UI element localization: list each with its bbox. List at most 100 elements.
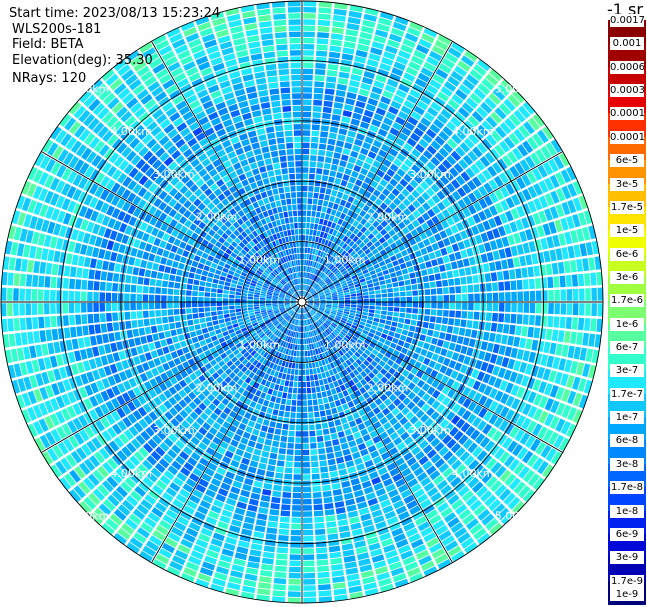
range-gate-cell xyxy=(76,362,85,374)
range-gate-cell xyxy=(272,297,278,300)
range-gate-cell xyxy=(145,370,154,380)
range-gate-cell xyxy=(311,267,315,274)
range-gate-cell xyxy=(369,124,379,133)
range-gate-cell xyxy=(314,284,319,289)
range-gate-cell xyxy=(297,388,302,394)
range-gate-cell xyxy=(403,274,410,280)
range-gate-cell xyxy=(371,393,379,401)
range-gate-cell xyxy=(53,368,62,381)
range-gate-cell xyxy=(259,321,265,326)
range-gate-cell xyxy=(451,41,465,54)
range-gate-cell xyxy=(345,343,352,350)
range-gate-cell xyxy=(127,192,137,203)
range-gate-cell xyxy=(341,543,354,551)
range-gate-cell xyxy=(149,535,163,547)
range-gate-cell xyxy=(331,570,344,577)
range-gate-cell xyxy=(364,375,372,383)
range-gate-cell xyxy=(550,451,563,465)
range-gate-cell xyxy=(296,319,299,326)
range-gate-cell xyxy=(289,356,294,362)
range-gate-cell xyxy=(236,311,242,316)
range-gate-cell xyxy=(412,296,419,302)
range-gate-cell xyxy=(267,375,273,382)
range-gate-cell xyxy=(259,371,266,378)
range-gate-cell xyxy=(369,328,376,334)
range-gate-cell xyxy=(469,523,483,535)
range-gate-cell xyxy=(392,21,407,32)
range-gate-cell xyxy=(579,347,588,361)
range-gate-cell xyxy=(407,223,415,232)
range-gate-cell xyxy=(378,493,389,503)
range-gate-cell xyxy=(235,308,242,313)
range-gate-cell xyxy=(492,228,501,239)
range-gate-cell xyxy=(268,515,279,522)
range-gate-cell xyxy=(328,316,334,320)
range-gate-cell xyxy=(181,420,191,430)
range-gate-cell xyxy=(542,161,554,175)
range-gate-cell xyxy=(178,334,185,342)
range-gate-cell xyxy=(302,93,312,99)
range-gate-cell xyxy=(326,144,335,152)
range-gate-cell xyxy=(293,338,297,344)
range-gate-cell xyxy=(555,387,565,400)
range-gate-cell xyxy=(510,245,518,257)
range-gate-cell xyxy=(536,225,545,238)
range-gate-cell xyxy=(303,566,315,573)
range-gate-cell xyxy=(0,287,7,301)
range-gate-cell xyxy=(260,392,267,399)
range-gate-cell xyxy=(111,292,118,302)
range-gate-cell xyxy=(272,389,278,397)
range-gate-cell xyxy=(473,504,487,517)
range-gate-cell xyxy=(401,268,409,275)
range-gate-cell xyxy=(159,212,168,222)
range-gate-cell xyxy=(275,322,281,328)
range-gate-cell xyxy=(347,319,353,324)
range-gate-cell xyxy=(398,317,405,324)
range-gate-cell xyxy=(293,319,297,325)
range-gate-cell xyxy=(159,382,168,392)
range-gate-cell xyxy=(418,296,425,302)
range-gate-cell xyxy=(376,184,385,192)
range-gate-cell xyxy=(505,292,511,302)
range-gate-cell xyxy=(219,515,231,524)
range-gate-cell xyxy=(567,199,577,214)
range-gate-cell xyxy=(423,282,430,289)
range-gate-cell xyxy=(320,265,325,271)
range-gate-cell xyxy=(446,411,456,421)
range-gate-cell xyxy=(585,348,594,362)
range-gate-cell xyxy=(182,235,190,243)
range-gate-cell xyxy=(393,207,402,215)
range-gate-cell xyxy=(341,53,354,61)
range-gate-cell xyxy=(467,216,476,227)
range-gate-cell xyxy=(106,240,115,251)
range-gate-cell xyxy=(38,316,45,329)
range-gate-cell xyxy=(303,50,314,56)
range-gate-cell xyxy=(80,244,88,255)
range-gate-cell xyxy=(306,375,310,382)
range-gate-cell xyxy=(39,330,47,343)
range-gate-cell xyxy=(550,400,560,414)
range-gate-cell xyxy=(106,282,112,292)
range-gate-cell xyxy=(241,308,248,312)
range-gate-cell xyxy=(158,404,168,414)
range-gate-cell xyxy=(376,271,384,277)
range-gate-cell xyxy=(147,235,156,244)
range-gate-cell xyxy=(339,384,346,392)
range-gate-cell xyxy=(417,216,425,225)
range-gate-cell xyxy=(273,577,287,585)
range-gate-cell xyxy=(303,278,305,284)
range-gate-cell xyxy=(422,212,431,221)
range-gate-cell xyxy=(313,336,317,343)
range-gate-cell xyxy=(266,407,273,415)
range-gate-cell xyxy=(235,305,241,309)
range-gate-cell xyxy=(331,27,344,34)
range-gate-cell xyxy=(314,217,320,224)
range-gate-cell xyxy=(321,391,327,398)
range-gate-cell xyxy=(31,289,38,301)
range-gate-cell xyxy=(175,222,183,231)
range-gate-cell xyxy=(570,230,579,244)
range-gate-cell xyxy=(423,357,431,366)
range-gate-cell xyxy=(222,252,230,259)
range-gate-cell xyxy=(385,111,396,121)
range-gate-cell xyxy=(576,259,583,272)
